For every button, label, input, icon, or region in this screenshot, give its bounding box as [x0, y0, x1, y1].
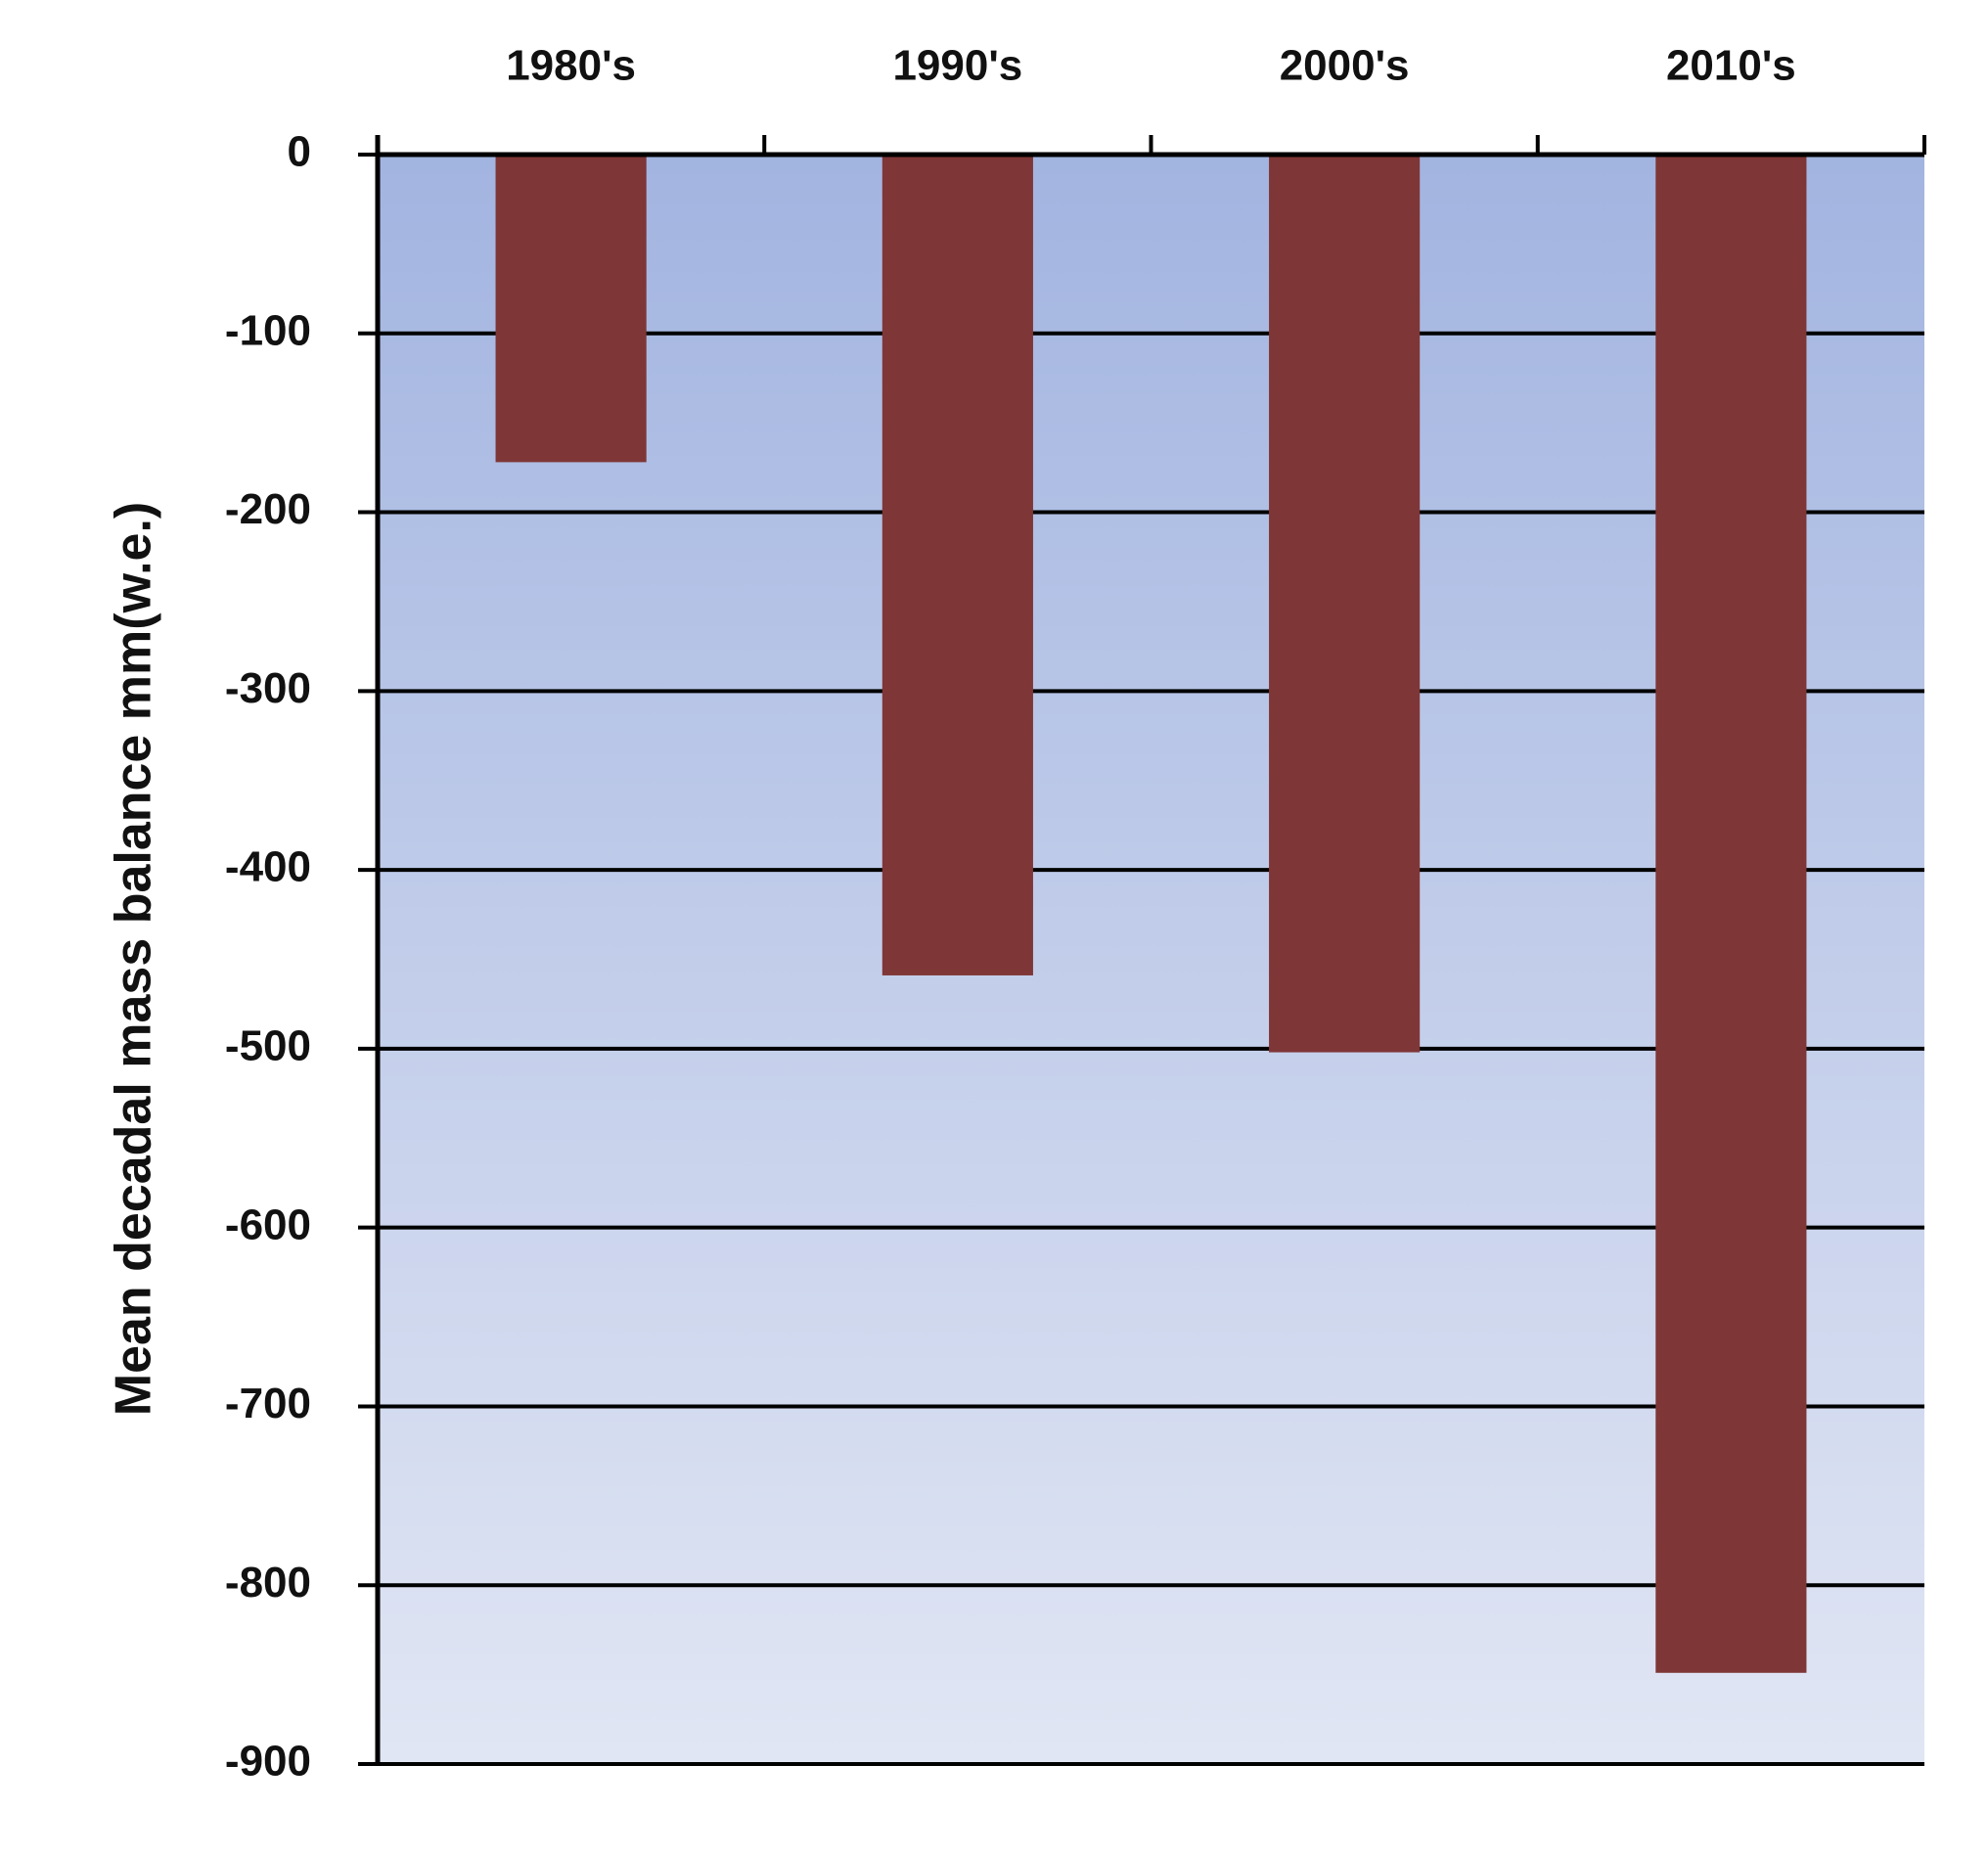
- y-tick-label: -900: [225, 1738, 311, 1786]
- x-tick-label: 2000's: [1280, 42, 1410, 90]
- bar: [1655, 155, 1807, 1673]
- bar: [495, 155, 647, 463]
- y-tick-label: 0: [288, 128, 311, 176]
- y-tick-label: -200: [225, 485, 311, 533]
- x-tick-label: 1990's: [892, 42, 1022, 90]
- y-tick-label: -600: [225, 1200, 311, 1248]
- y-tick-label: -700: [225, 1380, 311, 1427]
- y-tick-label: -800: [225, 1559, 311, 1607]
- y-tick-label: -300: [225, 664, 311, 712]
- x-tick-label: 1980's: [506, 42, 636, 90]
- y-axis-title: Mean decadal mass balance mm(w.e.): [106, 502, 162, 1416]
- y-tick-label: -500: [225, 1022, 311, 1070]
- y-tick-label: -400: [225, 843, 311, 891]
- bar: [881, 155, 1033, 975]
- x-tick-label: 2010's: [1666, 42, 1796, 90]
- y-tick-label: -100: [225, 306, 311, 354]
- bar: [1269, 155, 1421, 1053]
